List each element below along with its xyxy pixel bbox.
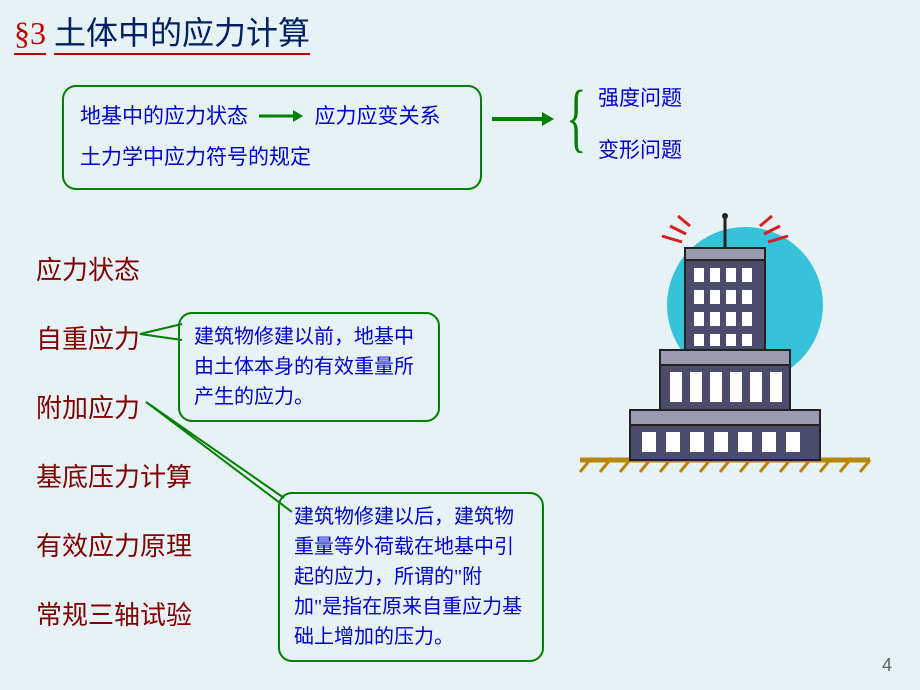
building-illustration: [570, 210, 880, 480]
arrow-right-icon: [259, 98, 303, 138]
right-list-item-2: 变形问题: [598, 134, 682, 168]
left-topic-list: 应力状态 自重应力 附加应力 基底压力计算 有效应力原理 常规三轴试验: [36, 250, 192, 632]
title-text: 土体中的应力计算: [54, 15, 310, 55]
callout-self-weight: 建筑物修建以前，地基中由土体本身的有效重量所产生的应力。: [178, 312, 440, 422]
flow-text-stress-strain: 应力应变关系: [315, 104, 441, 128]
callout-self-weight-text: 建筑物修建以前，地基中由土体本身的有效重量所产生的应力。: [194, 326, 414, 408]
callout-additional-text: 建筑物修建以后，建筑物重量等外荷载在地基中引起的应力，所谓的"附加"是指在原来自…: [294, 506, 522, 648]
topic-self-weight: 自重应力: [36, 319, 192, 356]
callout-additional: 建筑物修建以后，建筑物重量等外荷载在地基中引起的应力，所谓的"附加"是指在原来自…: [278, 492, 544, 662]
topic-base-pressure: 基底压力计算: [36, 457, 192, 494]
section-number: §3: [14, 15, 46, 55]
arrow-right-long-icon: [492, 110, 554, 133]
flow-text-stress-state: 地基中的应力状态: [80, 104, 248, 128]
right-list-item-1: 强度问题: [598, 82, 682, 116]
right-list: 强度问题 变形问题: [598, 82, 682, 167]
page-title: §3 土体中的应力计算: [14, 8, 310, 54]
topic-additional: 附加应力: [36, 388, 192, 425]
topic-effective: 有效应力原理: [36, 526, 192, 563]
flow-line-2: 土力学中应力符号的规定: [80, 138, 464, 178]
curly-brace-icon: {: [566, 80, 586, 156]
topic-triaxial: 常规三轴试验: [36, 595, 192, 632]
flow-box: 地基中的应力状态 应力应变关系 土力学中应力符号的规定: [62, 85, 482, 190]
flow-line-1: 地基中的应力状态 应力应变关系: [80, 97, 464, 138]
page-number: 4: [882, 655, 892, 676]
building-icon: [570, 210, 880, 480]
topic-stress-state: 应力状态: [36, 250, 192, 287]
